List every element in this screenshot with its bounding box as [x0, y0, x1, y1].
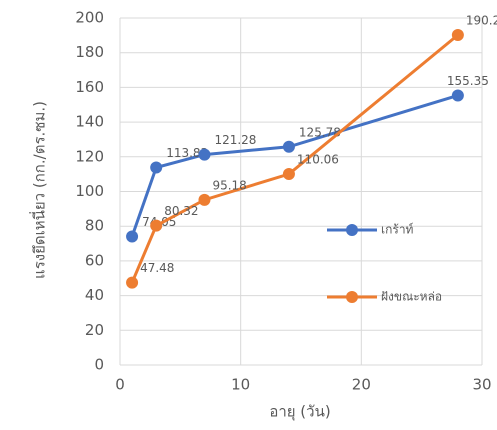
marker: [283, 168, 295, 180]
marker: [452, 89, 464, 101]
marker: [452, 29, 464, 41]
value-label: 155.35: [447, 74, 489, 88]
y-axis-label: แรงยึดเหนี่ยว (กก./ตร.ซม.): [29, 101, 49, 279]
value-label: 47.48: [140, 261, 174, 275]
y-tick-label: 180: [75, 43, 104, 61]
value-label: 110.06: [297, 153, 339, 167]
legend-marker: [346, 291, 358, 303]
y-tick-label: 40: [85, 286, 104, 304]
x-tick-label: 10: [231, 376, 250, 394]
y-tick-label: 0: [94, 356, 104, 374]
chart: อายุ (วัน) แรงยึดเหนี่ยว (กก./ตร.ซม.) 0 2…: [0, 0, 497, 430]
value-label: 190.2: [466, 14, 497, 28]
y-tick-label: 80: [85, 217, 104, 235]
y-tick-label: 200: [75, 9, 104, 27]
value-label: 80.32: [164, 204, 198, 218]
legend-label: ฝังขณะหล่อ: [381, 290, 442, 304]
y-tick-label: 20: [85, 321, 104, 339]
y-tick-label: 140: [75, 113, 104, 131]
legend-label: เกร้าท์: [381, 223, 414, 237]
marker: [150, 220, 162, 232]
marker: [283, 141, 295, 153]
x-tick-label: 0: [115, 376, 125, 394]
marker: [198, 149, 210, 161]
x-axis-label: อายุ (วัน): [269, 403, 330, 422]
marker: [150, 162, 162, 174]
value-label: 121.28: [214, 133, 256, 147]
marker: [126, 277, 138, 289]
x-tick-label: 20: [352, 376, 371, 394]
y-tick-label: 60: [85, 251, 104, 269]
legend-marker: [346, 224, 358, 236]
y-tick-label: 120: [75, 147, 104, 165]
y-tick-label: 100: [75, 182, 104, 200]
marker: [198, 194, 210, 206]
y-tick-label: 160: [75, 78, 104, 96]
x-tick-label: 30: [472, 376, 491, 394]
value-label: 95.18: [212, 178, 246, 192]
marker: [126, 231, 138, 243]
